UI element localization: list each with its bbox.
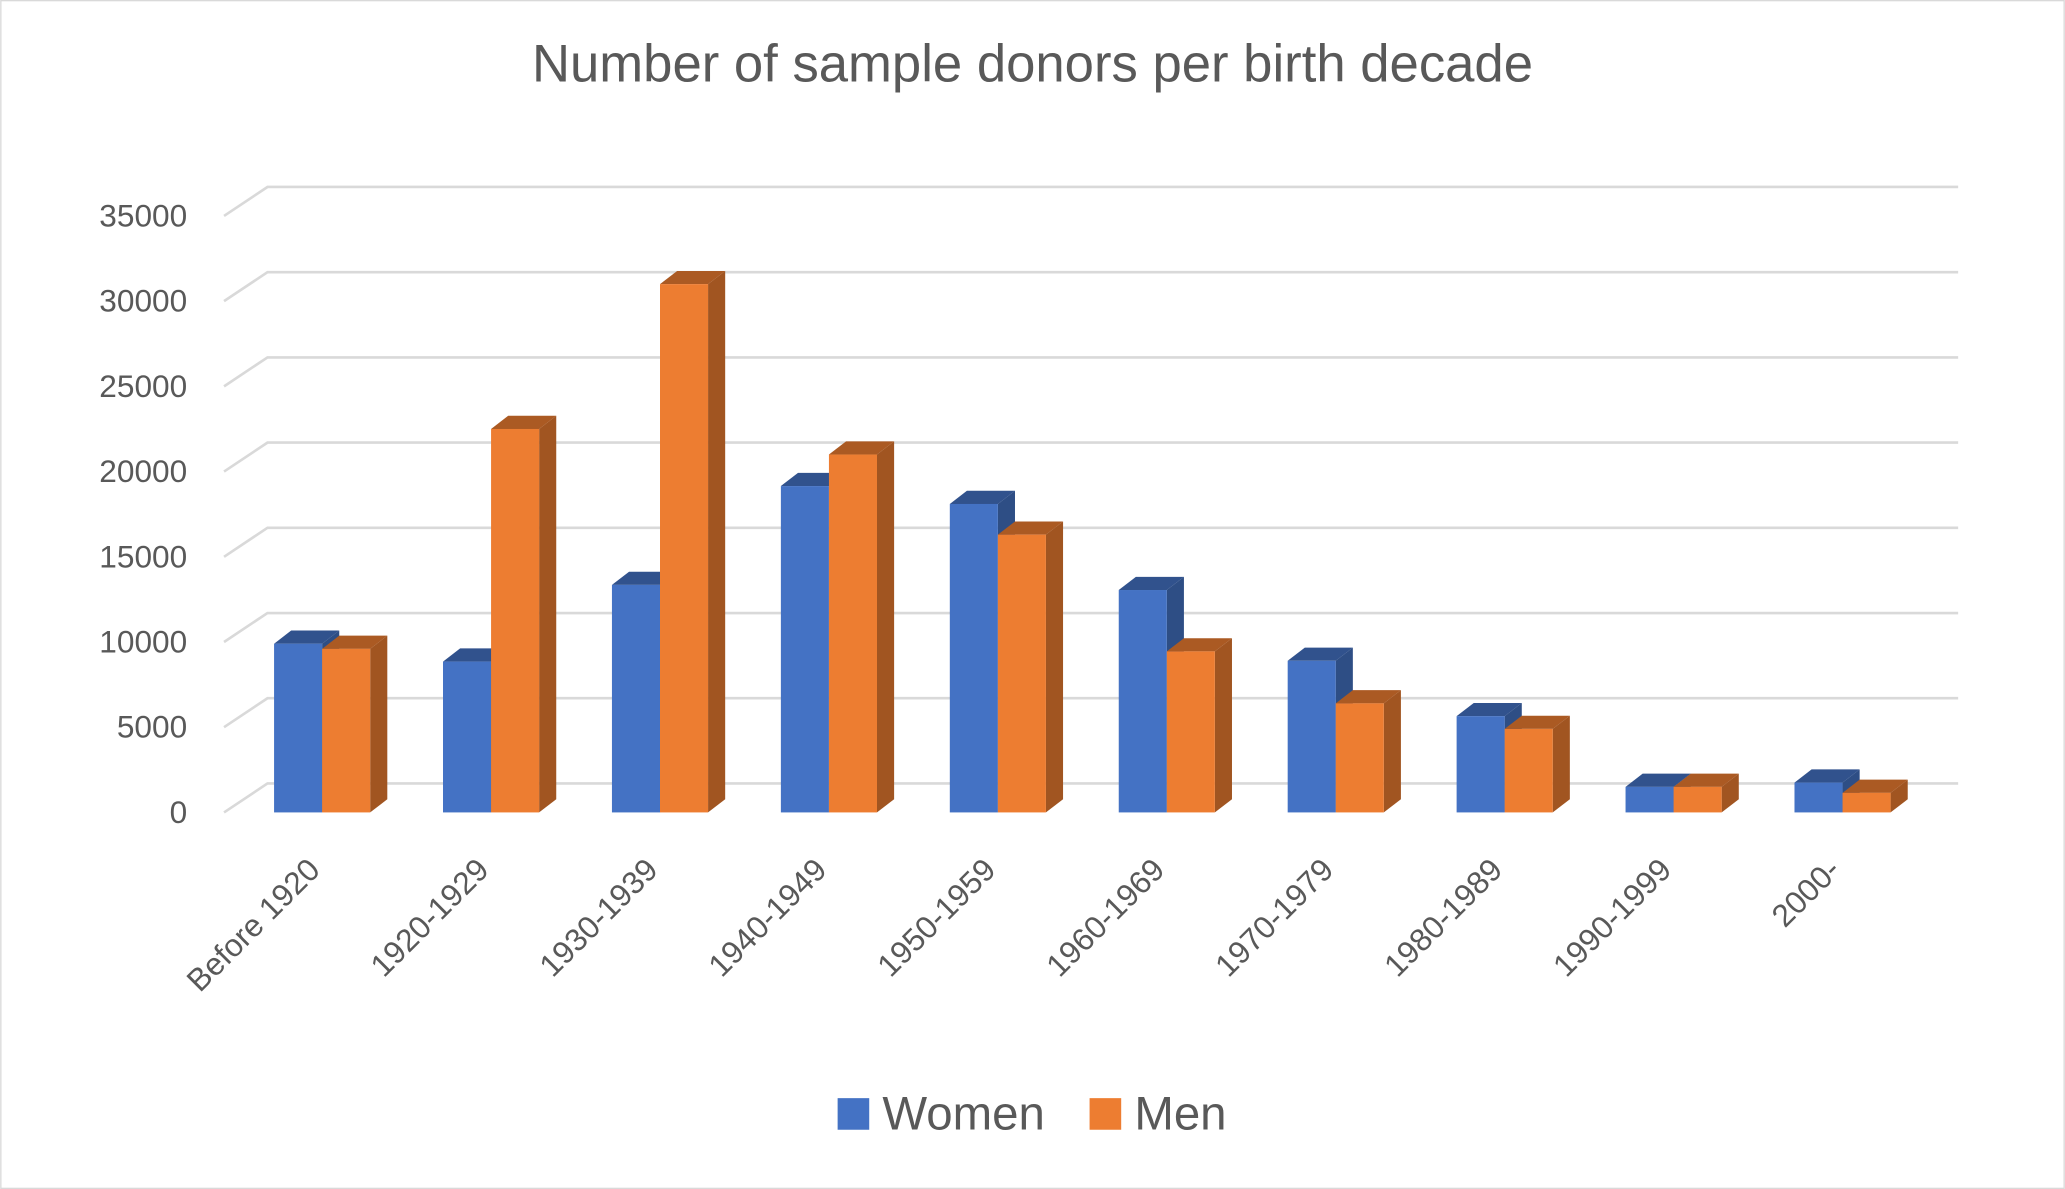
bar-top [997,521,1064,535]
bar [1625,786,1674,813]
bar-side [708,270,726,813]
bar-top [1504,715,1570,729]
bar-side [539,415,557,813]
bar-top [1335,690,1401,704]
legend-swatch [837,1098,870,1130]
y-tick-label: 30000 [99,283,187,319]
bar [1673,786,1722,813]
bar [780,486,829,813]
bar-top [1166,638,1232,652]
legend-label: Men [1134,1088,1226,1141]
bar-top [1118,576,1184,591]
y-tick-label: 35000 [99,197,187,233]
bar-top [828,441,895,455]
bar-top [1842,779,1908,793]
bar [1335,703,1384,813]
bar [1166,651,1215,813]
bar [1118,590,1167,813]
bar-top [274,630,340,644]
bar [1842,792,1891,813]
y-tick-label: 0 [170,794,188,830]
bar-top [1794,769,1860,783]
grid-line [223,611,1959,644]
bar-side [1552,715,1570,813]
bar [659,284,709,813]
bar [949,503,998,813]
bar-top [1673,773,1739,787]
bar-side [1721,773,1739,813]
y-tick-label: 25000 [99,368,187,404]
bar-side [1214,638,1232,813]
y-tick-label: 20000 [99,453,187,489]
bar-side [1890,779,1908,813]
bar [322,648,371,813]
bar-top [1625,773,1691,787]
bar [443,661,492,813]
grid-line [223,185,1959,218]
bar [1287,660,1336,813]
bar-top [1287,647,1353,661]
bar-top [659,270,726,285]
grid-line [223,441,1959,473]
grid-line [223,270,1959,303]
bar [1456,716,1505,813]
grid-line [223,356,1959,388]
bar-side [1383,690,1401,813]
chart-title: Number of sample donors per birth decade [532,35,1533,94]
bar-side [1045,521,1064,813]
y-tick-label: 5000 [117,709,187,745]
bar-top [322,635,388,649]
y-tick-label: 15000 [99,538,187,574]
bar [997,534,1046,813]
bar [491,428,540,813]
bar [274,643,323,813]
bar [1504,728,1553,813]
bar [1794,782,1843,813]
legend-swatch [1089,1098,1122,1130]
grid-line [223,526,1959,558]
bar-side [370,635,388,813]
bar [611,584,660,813]
legend-label: Women [882,1088,1044,1141]
bar-top [491,415,557,429]
bar-top [1456,702,1522,717]
bar-side [876,441,895,813]
bar-top [949,490,1015,504]
bar [828,454,877,813]
y-tick-label: 10000 [99,624,187,660]
